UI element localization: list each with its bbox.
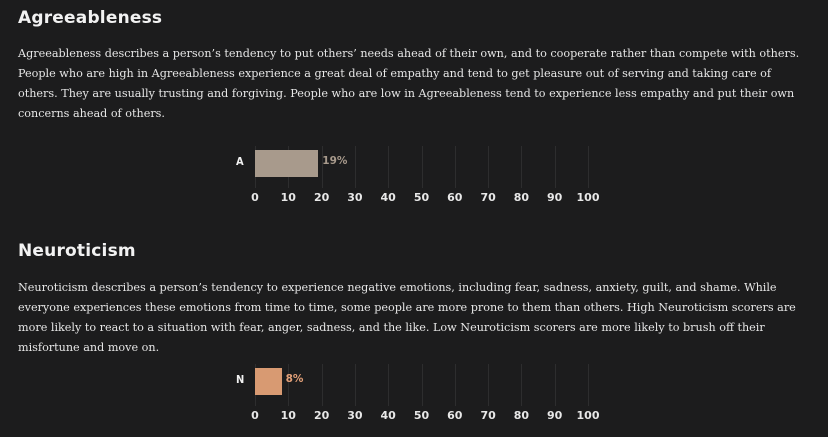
axis-tick-label: 50: [413, 191, 430, 204]
axis-tick-label: 90: [547, 409, 563, 422]
axis-tick-label: 10: [280, 191, 296, 204]
gridline: [488, 146, 490, 188]
axis-tick-label: 70: [480, 191, 496, 204]
gridline: [354, 146, 356, 188]
trait-letter-label: A: [236, 155, 244, 168]
axis-tick-label: 10: [280, 409, 296, 422]
gridline: [588, 364, 589, 406]
gridline: [354, 364, 356, 406]
description-agreeableness: Agreeableness describes a person’s tende…: [18, 47, 800, 120]
axis-tick-label: 20: [313, 191, 330, 204]
axis-tick-label: 80: [513, 191, 530, 204]
gridline: [521, 364, 523, 406]
axis-tick-label: 100: [576, 409, 600, 422]
section-title-neuroticism: Neuroticism: [18, 241, 136, 261]
axis-tick-label: 0: [251, 191, 259, 204]
gridline: [454, 146, 456, 188]
gridline: [521, 146, 523, 188]
axis-tick-label: 50: [413, 409, 430, 422]
axis-tick-label: 20: [313, 409, 330, 422]
gridline: [454, 364, 456, 406]
gridline: [321, 146, 323, 188]
gridline: [288, 364, 290, 406]
score-chart-agreeableness: 0 10 20 30 40 50 60 70 80 90 100 A 19%: [230, 146, 630, 206]
score-bar: [255, 150, 319, 177]
gridline: [388, 146, 390, 188]
gridline: [488, 364, 490, 406]
axis-tick-label: 0: [251, 409, 259, 422]
axis-tick-label: 30: [347, 409, 363, 422]
gridline: [554, 146, 556, 188]
axis-tick-label: 80: [513, 409, 530, 422]
axis-tick-label: 90: [547, 191, 563, 204]
trait-letter-label: N: [236, 373, 245, 386]
axis-tick-label: 40: [380, 191, 396, 204]
gridline: [588, 146, 589, 188]
gridline: [321, 364, 323, 406]
score-chart-neuroticism: 0 10 20 30 40 50 60 70 80 90 100 N 8%: [230, 364, 630, 424]
axis-tick-label: 70: [480, 409, 496, 422]
axis-tick-label: 40: [380, 409, 396, 422]
axis-tick-label: 100: [576, 191, 600, 204]
score-percent-label: 19%: [322, 155, 348, 167]
gridline: [388, 364, 390, 406]
score-percent-label: 8%: [285, 373, 304, 385]
description-neuroticism: Neuroticism describes a person’s tendenc…: [18, 281, 796, 354]
gridline: [421, 146, 423, 188]
section-title-agreeableness: Agreeableness: [18, 8, 163, 28]
gridline: [421, 364, 423, 406]
axis-tick-label: 60: [447, 191, 463, 204]
score-bar: [255, 368, 282, 395]
axis-tick-label: 30: [347, 191, 363, 204]
axis-tick-label: 60: [447, 409, 463, 422]
gridline: [554, 364, 556, 406]
